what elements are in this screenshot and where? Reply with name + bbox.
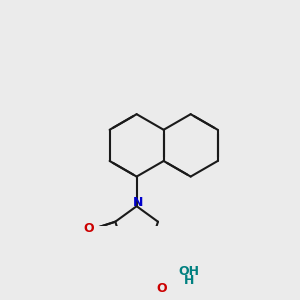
Text: O: O [156, 282, 167, 295]
Text: O: O [83, 223, 94, 236]
Polygon shape [150, 247, 166, 268]
Text: H: H [184, 274, 194, 287]
Text: OH: OH [178, 265, 200, 278]
Text: N: N [133, 196, 143, 209]
